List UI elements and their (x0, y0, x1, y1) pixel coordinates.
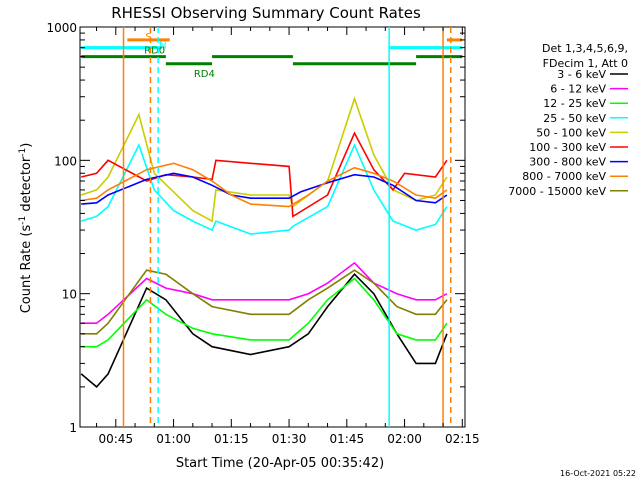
flag-label-n: N (159, 41, 166, 52)
x-tick-label: 01:00 (156, 432, 191, 446)
legend-header: FDecim 1, Att 0 (543, 57, 628, 70)
legend-entry-label: 100 - 300 keV (529, 141, 606, 154)
timestamp: 16-Oct-2021 05:22 (560, 469, 636, 478)
legend-entry-label: 50 - 100 keV (536, 126, 606, 139)
y-tick-label: 1000 (46, 21, 77, 35)
legend-entry-label: 7000 - 15000 keV (508, 185, 606, 198)
plot-area (79, 26, 466, 428)
flag-label-rd0: RD0 (144, 46, 165, 57)
legend-entry-label: 12 - 25 keV (543, 97, 606, 110)
x-tick-label: 02:00 (387, 432, 422, 446)
flag-label-s: S (145, 32, 151, 43)
x-tick-label: 02:15 (445, 432, 480, 446)
legend: Det 1,3,4,5,6,9, FDecim 1, Att 03 - 6 keV… (508, 42, 628, 198)
x-tick-label: 01:30 (272, 432, 307, 446)
legend-entry-label: 800 - 7000 keV (522, 170, 606, 183)
legend-entry-label: 3 - 6 keV (557, 68, 606, 81)
series-line-4 (80, 96, 448, 223)
series-line-6 (81, 172, 448, 205)
legend-entry-label: 300 - 800 keV (529, 156, 606, 169)
x-axis-label: Start Time (20-Apr-05 00:35:42) (176, 456, 384, 471)
legend-entry-label: 6 - 12 keV (550, 83, 606, 96)
legend-header: Det 1,3,4,5,6,9, (542, 42, 628, 55)
series-line-3 (80, 143, 448, 235)
chart-title: RHESSI Observing Summary Count Rates (111, 4, 421, 22)
series-line-1 (81, 261, 448, 325)
axes: 00:45 01:00 01:15 01:30 01:45 02:00 02:15 1 10 10… (46, 21, 479, 446)
series-line-2 (81, 277, 448, 348)
y-tick-label: 1 (69, 421, 77, 435)
x-tick-label: 00:45 (99, 432, 134, 446)
x-tick-label: 01:15 (214, 432, 249, 446)
vertical-markers (122, 27, 452, 427)
plot-frame (79, 26, 466, 428)
legend-entry-label: 25 - 50 keV (543, 112, 606, 125)
series-lines (80, 96, 448, 389)
x-tick-label: 01:45 (330, 432, 365, 446)
series-line-0 (80, 273, 448, 389)
flag-label-rd4: RD4 (194, 69, 215, 80)
y-axis-label: Count Rate (s-1 detector-1) (18, 143, 34, 314)
y-tick-label: 10 (62, 288, 77, 302)
series-line-8 (81, 269, 448, 335)
series-line-7 (81, 162, 448, 208)
y-tick-label: 100 (54, 154, 77, 168)
